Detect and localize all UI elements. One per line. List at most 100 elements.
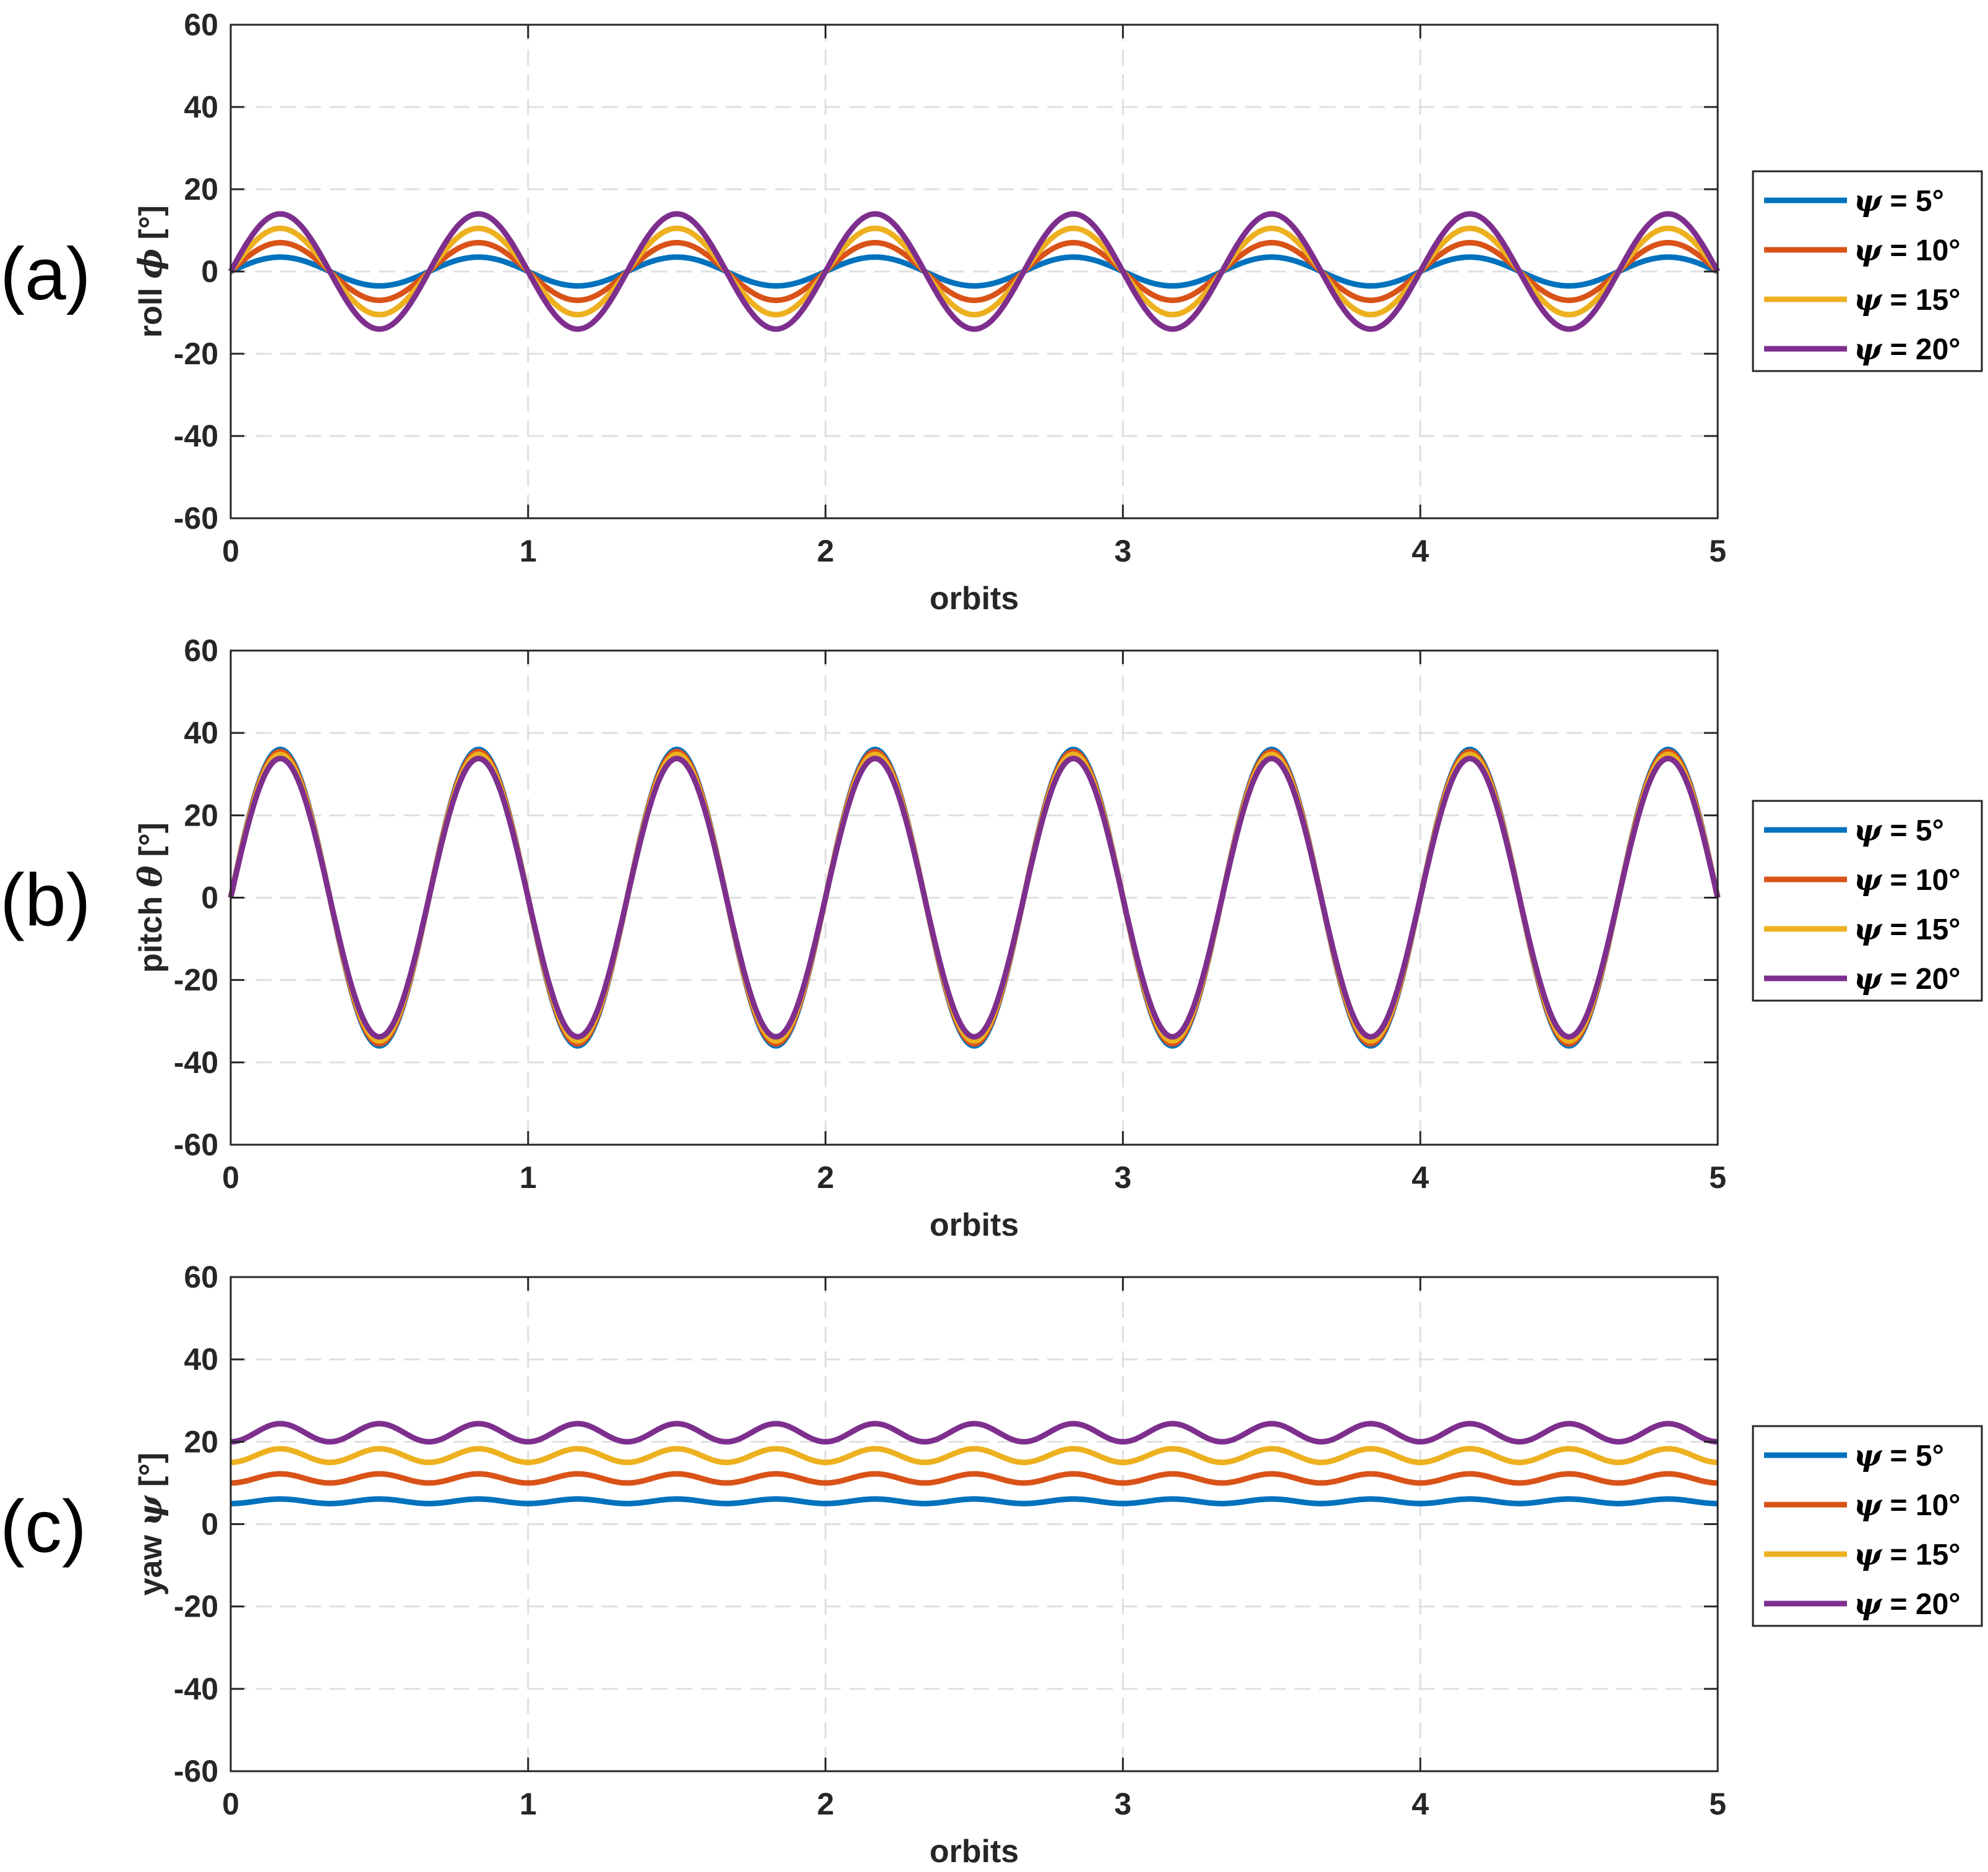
x-tick-label: 3 <box>1114 534 1131 568</box>
y-tick-label: -20 <box>174 336 218 371</box>
legend-label-4: ψ = 20° <box>1854 962 1960 996</box>
x-tick-label: 4 <box>1412 1787 1429 1821</box>
x-tick-label: 5 <box>1709 1787 1726 1821</box>
legend: ψ = 5°ψ = 10°ψ = 15°ψ = 20° <box>1752 800 1983 1002</box>
legend-symbol: ψ <box>1854 863 1883 897</box>
y-tick-label: -60 <box>174 1127 218 1162</box>
x-tick-label: 5 <box>1709 534 1726 568</box>
legend-label-2: ψ = 10° <box>1854 1488 1960 1523</box>
legend-symbol: ψ <box>1854 962 1883 996</box>
y-tick-label: 60 <box>184 633 218 668</box>
x-tick-label: 3 <box>1114 1160 1131 1195</box>
y-tick-label: -20 <box>174 963 218 998</box>
x-tick-label: 1 <box>520 1160 537 1195</box>
y-axis-title-unit: [°] <box>133 205 169 249</box>
x-tick-label: 4 <box>1412 1160 1429 1195</box>
legend-label-2: ψ = 10° <box>1854 863 1960 897</box>
y-tick-label: 60 <box>184 7 218 42</box>
x-tick-label: 0 <box>222 534 239 568</box>
legend-value: = 10° <box>1882 1489 1960 1522</box>
x-tick-label: 0 <box>222 1160 239 1195</box>
legend-value: = 15° <box>1882 913 1960 946</box>
legend: ψ = 5° ψ = 10° ψ = 15° ψ = 20° <box>1752 1425 1983 1627</box>
legend-symbol: ψ <box>1854 233 1883 268</box>
y-axis-title-prefix: yaw <box>133 1526 169 1596</box>
legend-value: = 15° <box>1882 1539 1960 1571</box>
x-tick-label: 2 <box>817 1160 834 1195</box>
x-axis-title: orbits <box>930 581 1019 617</box>
y-tick-label: 0 <box>201 1507 218 1542</box>
legend-box <box>1752 1425 1983 1627</box>
panel-a: 0 1 2 3 4 5 -60 -40 -20 0 20 40 60 orbits roll ϕ [°] (a… <box>0 7 1983 617</box>
panel-label: (c) <box>0 1485 87 1568</box>
series-line-2 <box>229 1471 1719 1486</box>
series-line-4 <box>228 755 1721 1040</box>
panel-b: 0 1 2 3 4 5 -60 -40 -20 0 20 40 60 orbits pitch θ [°] (… <box>0 633 1983 1243</box>
y-tick-label: -20 <box>174 1589 218 1624</box>
y-axis-title-unit: [°] <box>133 1453 169 1496</box>
legend-value: = 10° <box>1882 234 1960 267</box>
y-axis-title: pitch θ [°] <box>132 823 169 973</box>
legend-value: = 20° <box>1882 963 1960 996</box>
x-tick-label: 5 <box>1709 1160 1726 1195</box>
x-tick-label: 3 <box>1114 1787 1131 1821</box>
x-tick-label: 2 <box>817 534 834 568</box>
y-tick-label: -40 <box>174 1045 218 1080</box>
legend-symbol: ψ <box>1854 813 1883 848</box>
legend-box <box>1752 170 1983 372</box>
x-tick-label: 1 <box>520 1787 537 1821</box>
legend-label-3: ψ = 15° <box>1854 1537 1960 1572</box>
legend-label-3: ψ = 15° <box>1854 912 1960 947</box>
legend-value: = 20° <box>1882 333 1960 366</box>
legend: ψ = 5°ψ = 10°ψ = 15°ψ = 20° <box>1752 170 1983 372</box>
y-tick-label: 20 <box>184 798 218 832</box>
legend-symbol: ψ <box>1854 332 1883 367</box>
y-tick-label: -40 <box>174 419 218 453</box>
y-axis-title-symbol: θ <box>132 865 169 887</box>
y-tick-label: 20 <box>184 172 218 207</box>
series-line-2 <box>228 748 1721 1047</box>
y-axis-title-symbol: ϕ <box>132 249 169 279</box>
panel-label: (a) <box>0 233 91 315</box>
y-axis-title-symbol: ψ <box>132 1495 169 1526</box>
legend-symbol: ψ <box>1854 1537 1883 1572</box>
legend-label-4: ψ = 20° <box>1854 1587 1960 1622</box>
y-tick-label: 0 <box>201 881 218 915</box>
series-line-1 <box>229 1496 1719 1507</box>
y-tick-label: 0 <box>201 254 218 289</box>
x-tick-label: 0 <box>222 1787 239 1821</box>
y-tick-label: -60 <box>174 501 218 536</box>
y-axis-title: yaw ψ [°] <box>132 1453 169 1596</box>
legend-label-1: ψ = 5° <box>1854 813 1944 848</box>
panel-c: 0 1 2 3 4 5 -60 -40 -20 0 20 40 60 orbits yaw ψ [°] (c)… <box>0 1260 1983 1870</box>
series-line-3 <box>229 1446 1719 1466</box>
legend-label-3: ψ = 15° <box>1854 283 1960 317</box>
y-tick-label: 60 <box>184 1260 218 1294</box>
y-axis-title-prefix: pitch <box>133 887 169 973</box>
series-line-3 <box>228 751 1721 1044</box>
series-line-1 <box>229 254 1719 289</box>
legend-box <box>1752 800 1983 1002</box>
legend-label-4: ψ = 20° <box>1854 332 1960 367</box>
series-line-3 <box>228 225 1720 318</box>
y-tick-label: 20 <box>184 1424 218 1459</box>
x-tick-label: 1 <box>520 534 537 568</box>
panel-label: (b) <box>0 859 91 942</box>
x-axis-title: orbits <box>930 1834 1019 1870</box>
legend-value: = 10° <box>1882 864 1960 897</box>
legend-symbol: ψ <box>1854 283 1883 317</box>
x-tick-label: 4 <box>1412 534 1429 568</box>
legend-value: = 15° <box>1882 284 1960 317</box>
y-tick-label: 40 <box>184 716 218 750</box>
y-tick-label: -60 <box>174 1754 218 1789</box>
legend-symbol: ψ <box>1854 1587 1883 1622</box>
y-tick-label: 40 <box>184 1342 218 1377</box>
y-axis-title-prefix: roll <box>133 279 169 338</box>
y-axis-title-unit: [°] <box>133 823 169 866</box>
legend-label-1: ψ = 5° <box>1854 184 1944 218</box>
legend-value: = 5° <box>1882 1440 1944 1472</box>
series-line-4 <box>229 1421 1719 1445</box>
legend-value: = 5° <box>1882 814 1944 847</box>
legend-label-2: ψ = 10° <box>1854 233 1960 268</box>
